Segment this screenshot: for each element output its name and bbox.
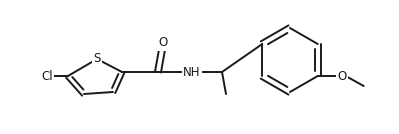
Text: S: S [93,53,101,66]
Text: NH: NH [183,66,201,79]
Text: Cl: Cl [41,70,53,83]
Text: O: O [158,36,168,49]
Text: O: O [337,70,346,83]
